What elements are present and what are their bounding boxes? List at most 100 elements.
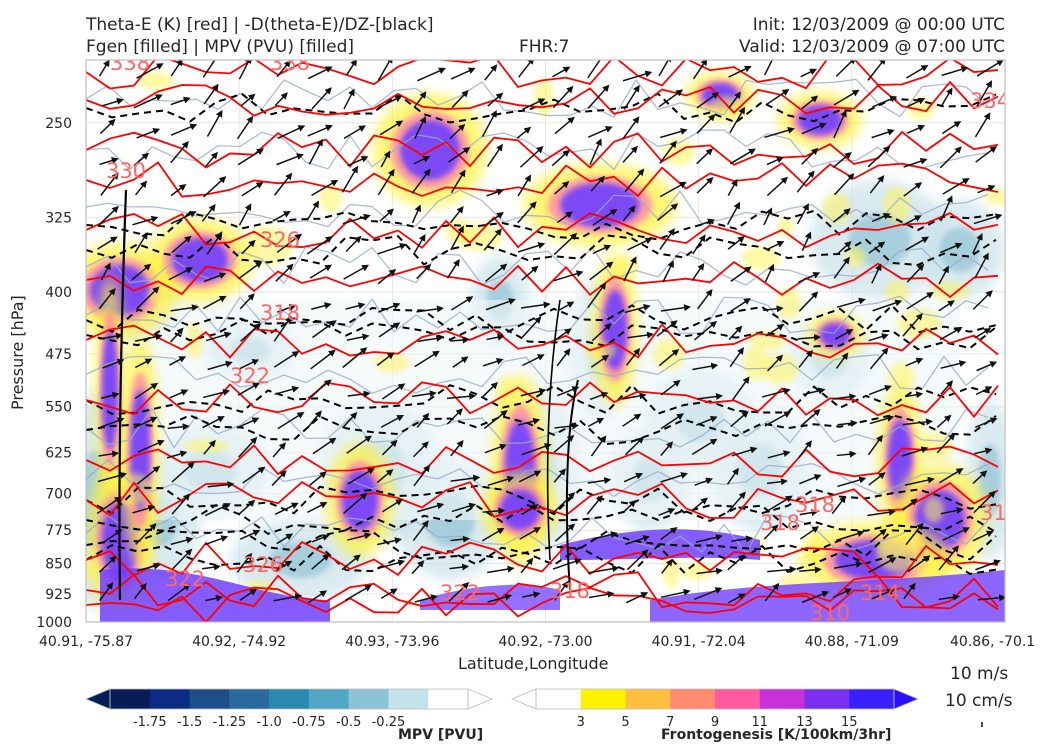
wind-vector [692, 234, 706, 255]
wind-vector [622, 499, 637, 514]
wind-vector [627, 331, 655, 339]
wind-vector [134, 231, 148, 254]
wind-vector [379, 120, 404, 136]
wind-vector [551, 149, 570, 167]
theta-e-contour [86, 60, 999, 90]
theta-e-label: 318 [260, 301, 300, 325]
theta-e-label: 310 [810, 601, 850, 625]
wind-vector [450, 225, 464, 251]
wind-vector [135, 358, 153, 369]
wind-vector [832, 208, 851, 223]
wind-vector [136, 562, 161, 572]
wind-vector [446, 408, 463, 425]
theta-e-contour [86, 161, 999, 198]
colorbar-tick: 15 [841, 715, 858, 730]
wind-vector [868, 557, 897, 574]
colorbar-tick: 11 [751, 715, 768, 730]
wind-vector [837, 419, 858, 427]
wind-vector [98, 205, 119, 226]
wind-vector [796, 203, 809, 225]
wind-vector [590, 175, 605, 192]
wind-vector [837, 476, 867, 488]
wind-vector [137, 439, 165, 453]
wind-vector [902, 418, 934, 426]
wind-vector [201, 563, 221, 571]
wind-vector [416, 412, 430, 428]
theta-e-contour [86, 80, 999, 117]
wind-vector [728, 91, 741, 109]
wind-vector [343, 88, 355, 110]
theta-e-label: 338 [270, 51, 310, 75]
wind-vector [341, 411, 358, 429]
wind-vector [347, 390, 371, 398]
wind-vector [520, 387, 547, 397]
wind-vector [276, 304, 297, 313]
init-time: Init: 12/03/2009 @ 00:00 UTC [752, 15, 1005, 35]
wind-vector [762, 305, 784, 313]
wind-vector [416, 305, 444, 313]
wind-vector [730, 298, 751, 313]
wind-vector [903, 215, 922, 226]
wind-vector [553, 232, 578, 256]
colorbar-tick: 13 [796, 715, 813, 730]
y-tick-labels: 250 325 400 475 550 625 700 775 850 925 1000 [36, 116, 72, 631]
wind-vector [798, 272, 821, 283]
wind-vector [763, 207, 773, 226]
theta-e-contour [86, 571, 999, 609]
wind-vector [625, 592, 649, 604]
wind-vector [694, 477, 714, 486]
wind-vector [692, 362, 719, 371]
wind-vector [591, 323, 612, 342]
wind-vector [940, 360, 967, 369]
wind-vector [206, 109, 223, 137]
theta-e-contour [86, 323, 999, 359]
wind-vector [624, 168, 645, 193]
wind-vector [587, 417, 605, 428]
wind-vector [171, 461, 195, 483]
wind-vector [867, 434, 883, 456]
wind-vector [902, 313, 923, 337]
wind-vector [451, 89, 469, 109]
theta-e-label: 322 [440, 581, 480, 605]
wind-vector [277, 411, 305, 430]
wind-vector [276, 533, 294, 545]
wind-vector [486, 188, 504, 197]
wind-vector [275, 263, 294, 282]
wind-vector [133, 582, 147, 600]
wind-vector [239, 588, 257, 601]
wind-vector [136, 286, 160, 310]
y-tick-label: 625 [45, 446, 72, 462]
wind-vector [346, 435, 372, 454]
wind-vector [342, 347, 368, 369]
wind-vector [483, 409, 508, 429]
wind-vector [376, 352, 395, 366]
fgen-speck [882, 186, 911, 224]
wind-vector [347, 155, 369, 167]
wind-vector [377, 559, 406, 570]
wind-vector [170, 96, 191, 106]
wind-vector [662, 260, 674, 283]
wind-vector [977, 184, 996, 194]
wind-vector [833, 109, 847, 139]
wind-vector [765, 89, 790, 106]
wind-vector [938, 545, 959, 571]
wind-vector [521, 443, 552, 456]
wind-vector [938, 593, 961, 601]
wind-vector [552, 558, 582, 570]
ddz-contour [86, 544, 997, 575]
wind-vector [938, 300, 955, 312]
wind-vector [307, 501, 328, 514]
wind-vector [273, 172, 293, 196]
wind-vector [622, 70, 653, 82]
wind-vector [487, 565, 515, 574]
wind-vector [202, 60, 220, 78]
wind-vector [239, 293, 255, 310]
wind-vector [623, 472, 644, 483]
colorbar-tick: -1.75 [133, 715, 167, 730]
wind-vector [592, 531, 618, 540]
wind-vector [905, 357, 924, 367]
wind-vector [484, 443, 507, 454]
fgen-speck [86, 560, 99, 579]
colorbar-tick: -1.25 [213, 715, 247, 730]
